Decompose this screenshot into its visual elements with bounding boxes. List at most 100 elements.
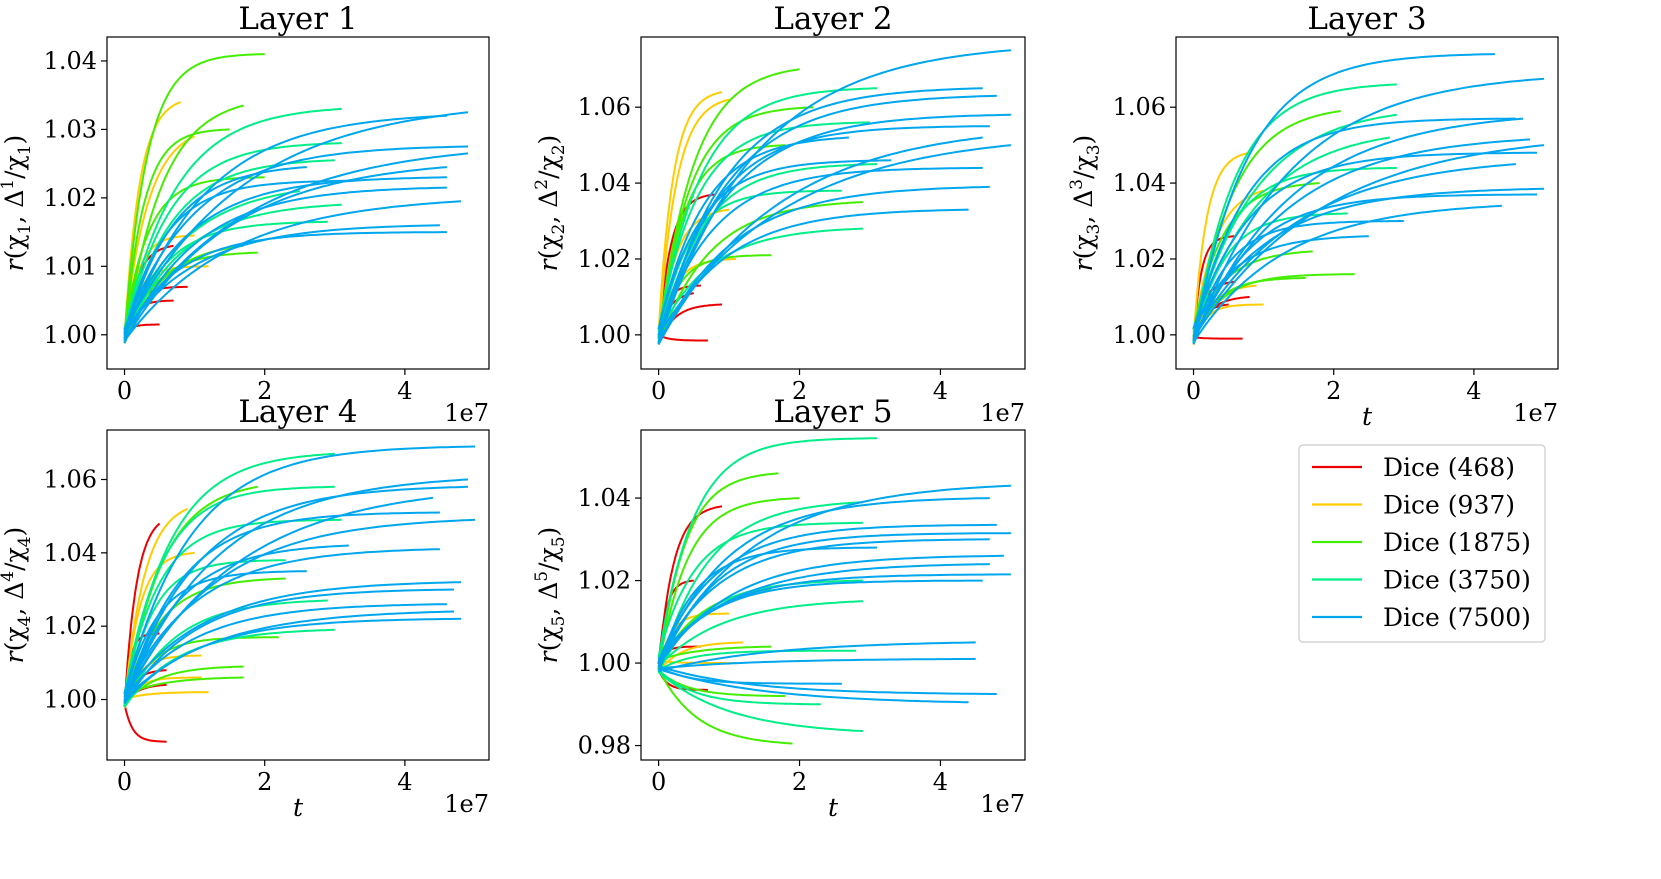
series-line-dice-1875--1 [123, 53, 265, 335]
series-line-dice-1875--5 [657, 106, 814, 339]
axes-frame [106, 36, 490, 370]
series-line-dice-3750--1 [657, 437, 877, 659]
series-line-dice-7500--10 [658, 641, 976, 673]
legend-label: Dice (1875) [1383, 528, 1531, 557]
x-tick-label: 0 [651, 377, 666, 405]
series-line-dice-7500--4 [1192, 117, 1516, 338]
series-line-dice-7500--9 [1192, 187, 1545, 330]
x-offset-label: 1e7 [980, 790, 1025, 818]
x-axis-label: t [1362, 402, 1373, 431]
series-line-dice-7500--10 [657, 208, 969, 343]
series-line-dice-7500--10 [123, 603, 447, 699]
series-line-dice-7500--4 [657, 113, 1011, 339]
y-tick-label: 1.04 [1113, 169, 1166, 197]
series-line-dice-7500--14 [657, 546, 877, 668]
series-lines [123, 445, 476, 743]
series-lines [657, 437, 1011, 745]
series-line-dice-1875--2 [123, 104, 244, 344]
subplot-title: Layer 3 [1307, 1, 1426, 37]
x-tick-label: 2 [1326, 377, 1341, 405]
subplot-title: Layer 1 [238, 1, 357, 37]
x-tick-label: 4 [397, 377, 412, 405]
series-line-dice-3750--2 [1192, 113, 1397, 330]
series-line-dice-7500--3 [1192, 117, 1524, 341]
series-line-dice-7500--8 [123, 200, 462, 342]
legend-label: Dice (468) [1383, 453, 1515, 482]
y-tick-label: 0.98 [578, 732, 631, 760]
subplot-title: Layer 2 [773, 1, 892, 37]
legend: Dice (468) Dice (937) Dice (1875) Dice (375… [1298, 444, 1546, 643]
subplot-4: 0 2 4 1.00 1.02 1.04 1.06 Layer 4 1e7 t r(χ4, Δ4/χ… [0, 394, 490, 822]
x-tick-label: 4 [933, 768, 948, 796]
series-line-dice-1875--5 [1192, 182, 1320, 331]
series-line-dice-7500--9 [657, 579, 983, 665]
series-line-dice-7500--2 [657, 87, 983, 345]
series-line-dice-1875--6 [123, 128, 230, 339]
series-line-dice-3750--5 [123, 599, 328, 707]
series-line-dice-3750--8 [657, 669, 821, 706]
series-line-dice-1875--1 [657, 668, 793, 745]
series-line-dice-7500--1 [123, 445, 476, 694]
axes-frame [640, 36, 1026, 370]
series-line-dice-7500--12 [658, 665, 997, 695]
x-tick-label: 2 [792, 377, 807, 405]
series-line-dice-7500--7 [657, 144, 1012, 336]
axes-frame [106, 429, 490, 761]
series-line-dice-1875--5 [658, 645, 772, 662]
y-tick-label: 1.04 [44, 539, 97, 567]
series-line-dice-7500--4 [657, 532, 1011, 671]
series-line-dice-7500--13 [1192, 235, 1369, 330]
series-line-dice-3750--2 [123, 142, 342, 337]
series-line-dice-7500--4 [123, 152, 469, 335]
series-line-dice-3750--3 [657, 227, 863, 335]
series-line-dice-1875--6 [657, 669, 786, 698]
series-line-dice-7500--3 [123, 145, 469, 330]
y-tick-label: 1.04 [44, 47, 97, 75]
series-line-dice-7500--9 [123, 588, 455, 705]
y-tick-label: 1.06 [578, 93, 631, 121]
series-line-dice-468--5 [123, 522, 161, 707]
y-axis-label: r(χ5, Δ5/χ5) [532, 527, 569, 664]
y-tick-label: 1.00 [44, 686, 97, 714]
axes-frame [1175, 36, 1559, 370]
series-line-dice-1875--2 [124, 676, 244, 697]
y-tick-label: 1.04 [578, 484, 631, 512]
subplot-3: 0 2 4 1.00 1.02 1.04 1.06 Layer 3 1e7 t r(χ3, Δ3/χ… [1067, 1, 1559, 431]
series-line-dice-1875--3 [657, 201, 863, 346]
series-line-dice-3750--5 [657, 600, 863, 668]
series-line-dice-7500--7 [123, 186, 447, 344]
series-line-dice-7500--12 [123, 617, 462, 704]
y-tick-label: 1.03 [44, 115, 97, 143]
series-line-dice-7500--2 [657, 497, 990, 664]
series-line-dice-7500--11 [1192, 204, 1502, 343]
series-line-dice-937--1 [124, 691, 209, 701]
series-line-dice-7500--11 [657, 159, 892, 330]
series-line-dice-7500--5 [123, 511, 440, 704]
subplot-title: Layer 5 [773, 394, 892, 430]
y-tick-label: 1.00 [578, 321, 631, 349]
subplot-2: 0 2 4 1.00 1.02 1.04 1.06 Layer 2 1e7 r(χ2, Δ2/χ2… [532, 1, 1026, 427]
legend-label: Dice (7500) [1383, 603, 1531, 632]
series-line-dice-468--1 [658, 334, 708, 342]
x-tick-label: 4 [1466, 377, 1481, 405]
series-line-dice-7500--12 [1192, 220, 1404, 340]
series-line-dice-7500--6 [1192, 144, 1545, 339]
series-line-dice-937--1 [657, 641, 744, 673]
x-axis-label: t [293, 793, 304, 822]
series-line-dice-7500--14 [123, 570, 307, 698]
series-line-dice-3750--3 [123, 159, 335, 336]
x-offset-label: 1e7 [1513, 399, 1558, 427]
series-line-dice-7500--6 [657, 554, 1004, 667]
y-tick-label: 1.02 [578, 245, 631, 273]
series-line-dice-3750--2 [657, 121, 871, 330]
series-line-dice-468--1 [123, 703, 167, 743]
series-line-dice-7500--3 [123, 485, 469, 701]
series-line-dice-3750--1 [1192, 83, 1397, 342]
legend-label: Dice (937) [1383, 491, 1515, 520]
series-line-dice-7500--8 [657, 573, 1011, 660]
x-tick-label: 2 [257, 377, 272, 405]
y-tick-label: 1.02 [44, 184, 97, 212]
x-tick-label: 0 [117, 768, 132, 796]
series-line-dice-7500--1 [123, 111, 469, 331]
series-line-dice-468--3 [657, 505, 723, 669]
